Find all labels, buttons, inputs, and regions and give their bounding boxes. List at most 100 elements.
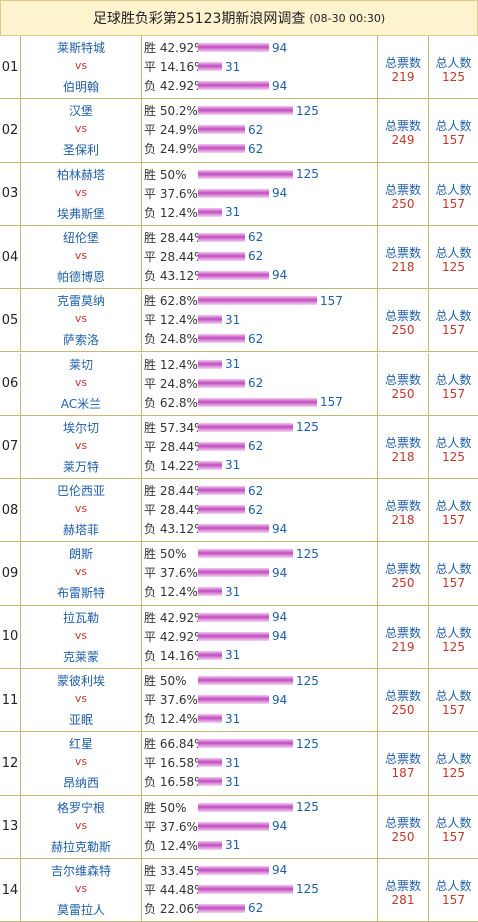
home-team-link[interactable]: 柏林赫塔 [56,167,105,182]
home-team-link[interactable]: 莱切 [68,357,93,372]
lose-line: 负 62.8% 157 [144,393,343,412]
lose-line: 负 12.4% 31 [144,836,240,855]
total-votes-label: 总票数 [384,499,421,514]
vote-bars: 胜 12.4% 31 平 24.8% 62 负 62.8% 157 [142,352,378,415]
away-team-link[interactable]: 布雷斯特 [56,586,105,601]
match-number: 06 [0,352,21,415]
away-team-link[interactable]: 赫塔菲 [62,523,99,538]
lose-bar [198,587,222,597]
home-team-link[interactable]: 巴伦西亚 [56,484,105,499]
match-number-text: 01 [1,59,19,75]
home-team-link[interactable]: 吉尔维森特 [50,863,111,878]
total-votes-value: 250 [391,829,415,844]
vote-bars: 胜 28.44% 62 平 28.44% 62 负 43.12% 94 [142,479,378,542]
total-votes-value: 250 [391,576,415,591]
match-number: 14 [0,858,21,922]
home-team-link[interactable]: 汉堡 [68,104,93,119]
match-row: 14 吉尔维森特 vs 莫雷拉人 胜 33.45% 94 平 44.48% 125 负 22.0… [0,858,478,922]
total-people-value: 157 [442,576,465,591]
lose-bar [198,714,222,723]
vs-label: vs [74,375,88,389]
win-percent: 胜 12.4% [144,357,198,372]
draw-count: 94 [272,692,288,707]
home-team-link[interactable]: 红星 [68,737,93,752]
lose-line: 负 43.12% 94 [144,266,287,285]
total-votes-label: 总票数 [384,815,421,830]
total-votes-label: 总票数 [384,182,421,197]
draw-bar [198,441,245,451]
away-team-link[interactable]: 昂纳西 [62,776,99,791]
home-team-link[interactable]: 格罗宁根 [56,800,105,815]
vs-label: vs [74,692,88,705]
away-team-link[interactable]: 莱万特 [62,459,99,474]
win-count: 125 [296,736,319,751]
home-team-link[interactable]: 莱斯特城 [56,41,105,55]
draw-count: 31 [225,59,241,74]
draw-count: 94 [272,565,288,580]
away-team-link[interactable]: 埃弗斯堡 [56,206,105,221]
vs-label: vs [74,755,88,769]
lose-line: 负 24.9% 62 [144,139,263,158]
total-votes-label: 总票数 [384,752,421,767]
win-percent: 胜 50.2% [144,104,198,119]
draw-count: 94 [272,629,288,644]
draw-line: 平 28.44% 62 [144,437,263,456]
match-row: 12 红星 vs 昂纳西 胜 66.84% 125 平 16.58% 31 负 16.58% 31… [0,732,478,796]
vs-label: vs [74,122,88,136]
total-people: 总人数 157 [429,669,478,731]
match-teams: 朗斯 vs 布雷斯特 [21,542,142,605]
draw-percent: 平 12.4% [144,313,198,328]
away-team-link[interactable]: 帕德博恩 [56,269,105,284]
draw-line: 平 44.48% 125 [144,880,319,899]
win-count: 125 [296,673,319,688]
away-team-link[interactable]: 圣保利 [62,143,99,158]
total-votes: 总票数 250 [378,542,429,605]
home-team-link[interactable]: 拉瓦勒 [62,610,99,625]
vs-label: vs [74,881,88,895]
win-bar [198,676,293,685]
win-percent: 胜 28.44% [144,230,206,245]
draw-count: 62 [248,502,264,517]
draw-percent: 平 28.44% [144,439,206,454]
away-team-link[interactable]: 亚眠 [68,713,93,727]
total-people-label: 总人数 [435,562,472,577]
win-line: 胜 50% 125 [144,544,319,563]
lose-bar [198,650,222,660]
vs-label: vs [74,818,88,832]
lose-percent: 负 12.4% [144,838,198,853]
draw-percent: 平 28.44% [144,503,206,518]
total-votes: 总票数 250 [378,669,429,732]
lose-line: 负 12.4% 31 [144,582,240,601]
total-people: 总人数 157 [429,479,478,541]
vote-bars: 胜 33.45% 94 平 44.48% 125 负 22.06% 62 [142,858,378,922]
total-people-value: 125 [442,639,465,654]
away-team-link[interactable]: 莫雷拉人 [56,902,105,917]
home-team-link[interactable]: 纽伦堡 [62,230,99,245]
total-people-value: 125 [442,449,465,464]
home-team-link[interactable]: 克雷莫纳 [56,294,105,309]
match-number: 04 [0,225,21,289]
match-teams: 克雷莫纳 vs 萨索洛 [21,289,142,352]
total-people: 总人数 157 [429,859,478,921]
away-team-link[interactable]: 萨索洛 [62,333,99,348]
draw-count: 94 [272,186,288,201]
total-votes-label: 总票数 [384,625,421,640]
draw-line: 平 14.16% 31 [144,57,240,76]
draw-percent: 平 37.6% [144,693,198,707]
away-team-link[interactable]: 赫拉克勒斯 [50,839,111,854]
total-people: 总人数 157 [429,99,478,161]
match-number: 08 [0,479,21,542]
match-number-text: 06 [1,376,19,392]
lose-count: 62 [248,141,264,156]
vs-label: vs [74,565,88,579]
away-team-link[interactable]: 克莱蒙 [62,649,99,664]
home-team-link[interactable]: 朗斯 [68,547,93,562]
win-bar [198,232,245,242]
total-people-value: 125 [442,259,465,274]
away-team-link[interactable]: 伯明翰 [62,80,99,94]
home-team-link[interactable]: 蒙彼利埃 [56,674,105,688]
draw-line: 平 28.44% 62 [144,500,263,519]
match-number-text: 14 [1,882,19,898]
home-team-link[interactable]: 埃尔切 [62,420,99,435]
away-team-link[interactable]: AC米兰 [60,396,102,411]
